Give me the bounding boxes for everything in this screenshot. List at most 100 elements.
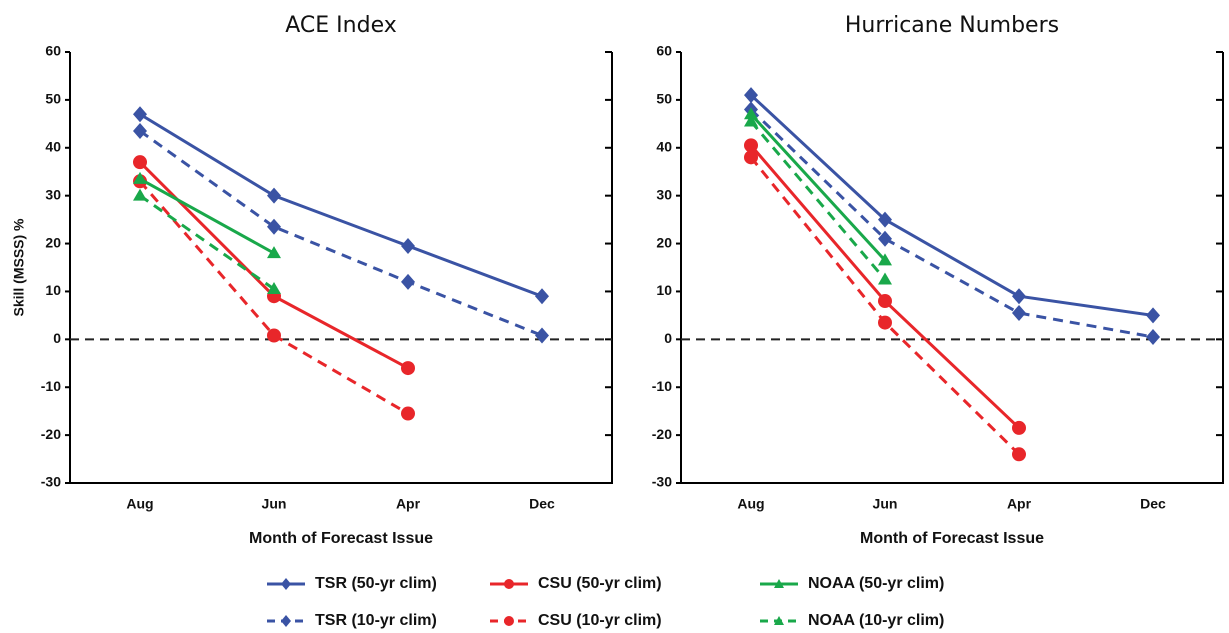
marker bbox=[133, 171, 147, 184]
x-tick-label: Jun bbox=[262, 496, 287, 512]
marker bbox=[401, 406, 415, 421]
marker bbox=[1012, 304, 1026, 321]
y-tick-label: 0 bbox=[53, 330, 61, 346]
marker bbox=[1012, 288, 1026, 305]
series-line bbox=[139, 112, 543, 298]
legend-marker bbox=[504, 616, 514, 626]
x-tick-label: Apr bbox=[1007, 496, 1032, 512]
chart-title: ACE Index bbox=[285, 13, 396, 38]
series-line bbox=[749, 144, 1021, 430]
legend-marker bbox=[504, 579, 514, 589]
x-tick-label: Dec bbox=[1140, 496, 1166, 512]
legend-symbol bbox=[504, 579, 514, 589]
marker bbox=[744, 138, 758, 153]
legend-entry: TSR (50-yr clim) bbox=[267, 575, 437, 592]
y-tick-label: -30 bbox=[41, 474, 61, 490]
marker bbox=[878, 294, 892, 309]
y-tick-label: 60 bbox=[656, 43, 672, 59]
y-tick-label: 50 bbox=[45, 91, 61, 107]
legend-marker bbox=[281, 578, 291, 590]
chart-title: Hurricane Numbers bbox=[845, 13, 1059, 38]
y-tick-label: -10 bbox=[41, 378, 61, 394]
legend-marker bbox=[774, 579, 784, 588]
axes-frame bbox=[69, 52, 613, 484]
legend-entry: NOAA (10-yr clim) bbox=[760, 612, 944, 629]
y-tick-label: -20 bbox=[652, 426, 672, 442]
series-line bbox=[749, 120, 887, 281]
legend-entry: CSU (10-yr clim) bbox=[490, 612, 662, 629]
series-line bbox=[139, 194, 275, 291]
marker bbox=[744, 150, 758, 165]
axes-frame bbox=[680, 52, 1224, 484]
marker bbox=[267, 218, 281, 235]
legend-marker bbox=[281, 615, 291, 627]
series-line bbox=[139, 177, 275, 255]
marker bbox=[267, 282, 281, 295]
marker bbox=[744, 107, 758, 120]
y-tick-label: 20 bbox=[656, 234, 672, 250]
legend-marker bbox=[774, 616, 784, 625]
legend-symbol bbox=[504, 616, 514, 626]
marker bbox=[267, 246, 281, 259]
y-tick-label: 30 bbox=[45, 186, 61, 202]
marker bbox=[878, 253, 892, 266]
marker bbox=[744, 87, 758, 104]
marker bbox=[878, 272, 892, 285]
series-line bbox=[749, 108, 1154, 339]
y-tick-label: 40 bbox=[45, 138, 61, 154]
legend-label: TSR (50-yr clim) bbox=[315, 575, 437, 592]
marker bbox=[133, 155, 147, 170]
legend-label: CSU (10-yr clim) bbox=[538, 612, 662, 629]
y-tick-label: -30 bbox=[652, 474, 672, 490]
series-line bbox=[139, 129, 543, 337]
legend-symbol bbox=[281, 578, 291, 590]
marker bbox=[878, 230, 892, 247]
series-line bbox=[749, 94, 1154, 317]
y-tick-label: 60 bbox=[45, 43, 61, 59]
legend-label: NOAA (10-yr clim) bbox=[808, 612, 944, 629]
legend-symbol bbox=[774, 616, 784, 625]
y-tick-label: 40 bbox=[656, 138, 672, 154]
y-tick-label: -10 bbox=[652, 378, 672, 394]
y-tick-label: 50 bbox=[656, 91, 672, 107]
y-tick-label: 0 bbox=[664, 330, 672, 346]
marker bbox=[401, 361, 415, 376]
x-axis-label: Month of Forecast Issue bbox=[249, 530, 433, 547]
x-axis-label: Month of Forecast Issue bbox=[860, 530, 1044, 547]
marker bbox=[535, 327, 549, 344]
y-tick-label: 20 bbox=[45, 234, 61, 250]
marker bbox=[133, 123, 147, 140]
marker bbox=[401, 237, 415, 254]
x-tick-label: Jun bbox=[873, 496, 898, 512]
y-tick-label: 10 bbox=[656, 282, 672, 298]
x-tick-label: Aug bbox=[737, 496, 764, 512]
legend-entry: CSU (50-yr clim) bbox=[490, 575, 662, 592]
series-line bbox=[749, 113, 887, 262]
y-tick-label: 10 bbox=[45, 282, 61, 298]
x-tick-label: Apr bbox=[396, 496, 421, 512]
legend-entry: NOAA (50-yr clim) bbox=[760, 575, 944, 592]
marker bbox=[878, 211, 892, 228]
marker bbox=[1146, 307, 1160, 324]
marker bbox=[1012, 420, 1026, 435]
marker bbox=[267, 328, 281, 343]
marker bbox=[401, 273, 415, 290]
marker bbox=[535, 288, 549, 305]
legend-label: NOAA (50-yr clim) bbox=[808, 575, 944, 592]
legend-symbol bbox=[281, 615, 291, 627]
marker bbox=[133, 106, 147, 123]
y-axis-label: Skill (MSSS) % bbox=[11, 218, 27, 317]
x-tick-label: Dec bbox=[529, 496, 555, 512]
marker bbox=[1146, 328, 1160, 345]
legend-label: CSU (50-yr clim) bbox=[538, 575, 662, 592]
marker bbox=[1012, 447, 1026, 462]
legend-label: TSR (10-yr clim) bbox=[315, 612, 437, 629]
legend-symbol bbox=[774, 579, 784, 588]
marker bbox=[267, 187, 281, 204]
marker bbox=[133, 188, 147, 201]
x-tick-label: Aug bbox=[126, 496, 153, 512]
legend-entry: TSR (10-yr clim) bbox=[267, 612, 437, 629]
marker bbox=[878, 315, 892, 330]
y-tick-label: -20 bbox=[41, 426, 61, 442]
